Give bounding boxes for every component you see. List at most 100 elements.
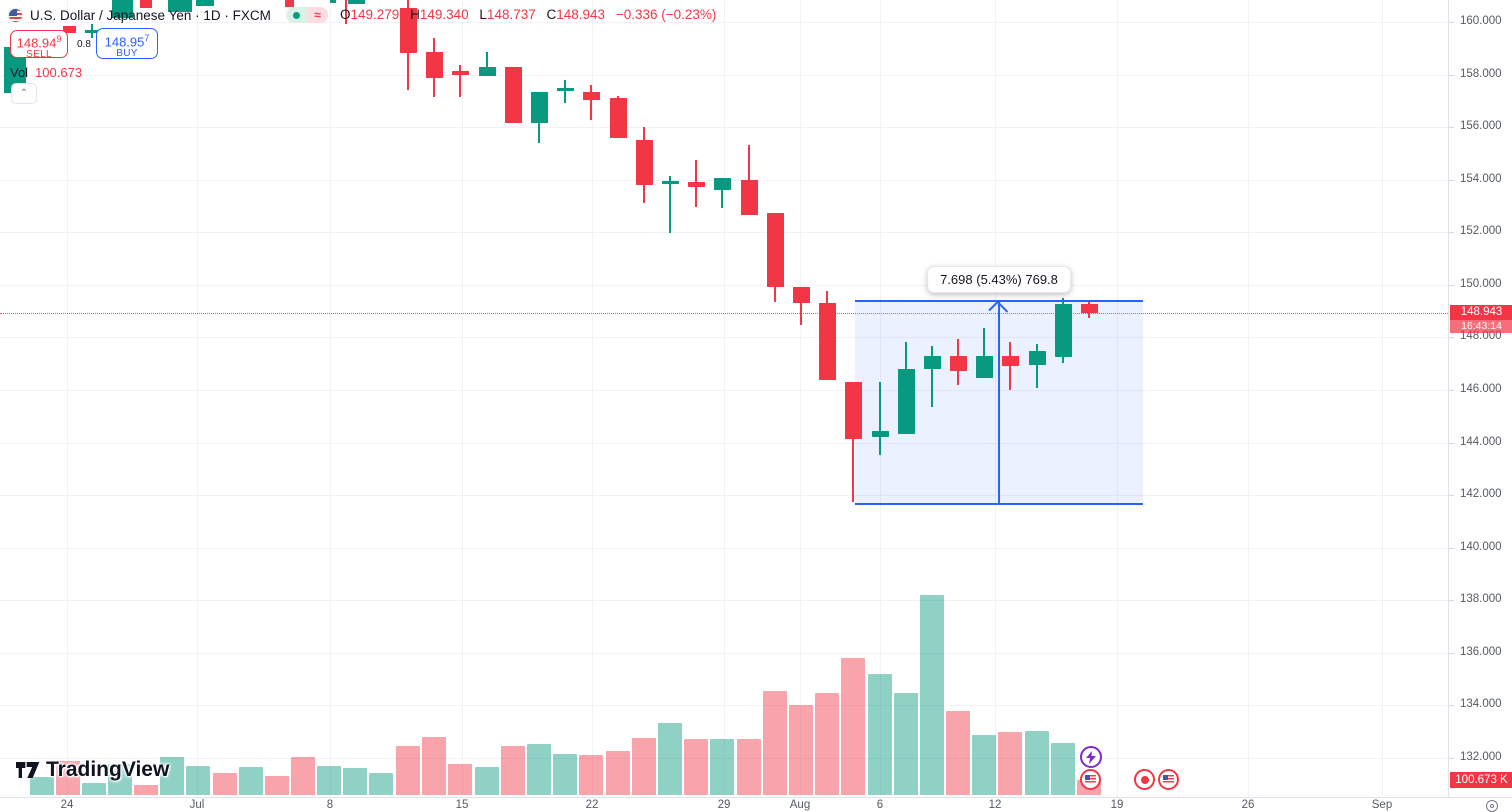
price-axis-tick [1449, 232, 1454, 234]
volume-bar [972, 735, 996, 795]
time-axis-label: Sep [1371, 799, 1393, 811]
chart-canvas[interactable] [0, 0, 1448, 797]
price-axis-tick [1449, 337, 1454, 339]
candle-up-wick [1036, 344, 1038, 389]
high-value: 149.340 [419, 7, 469, 22]
price-axis-label: 154.000 [1460, 172, 1502, 185]
volume-bar [317, 765, 341, 795]
economic-event-lightning-icon[interactable] [1080, 746, 1102, 768]
measure-arrow-line[interactable] [998, 301, 1000, 504]
candle-up [923, 356, 941, 369]
volume-bar [658, 723, 682, 795]
candle-up [713, 178, 731, 190]
price-axis-tick [1449, 22, 1454, 23]
time-axis-label: Jul [189, 799, 205, 811]
v-gridline [1248, 0, 1249, 797]
measure-box-bottom-edge[interactable] [855, 503, 1143, 505]
volume-bar [841, 658, 865, 795]
buy-label: BUY [116, 48, 138, 60]
volume-bar [239, 767, 263, 795]
time-axis-label: 29 [717, 799, 731, 811]
tradingview-logo-text: TradingView [46, 758, 170, 781]
candle-up [530, 91, 548, 123]
candle-up-wick [669, 176, 671, 233]
candle-up-wick [931, 346, 933, 408]
close-label: C [546, 7, 557, 22]
candle-up-wick [486, 52, 488, 76]
volume-bar [1025, 731, 1049, 795]
price-axis[interactable]: 148.943 16:43:14 100.673 K 160.000 158.00… [1448, 0, 1512, 797]
price-axis-tick [1449, 547, 1454, 549]
candle-down [504, 66, 522, 123]
price-axis-label: 136.000 [1460, 645, 1502, 658]
candle-up-wick [721, 178, 723, 209]
candle-down-wick [852, 382, 854, 502]
volume-bar [475, 767, 499, 795]
candle-down [818, 303, 836, 380]
market-status-dot-badge[interactable] [286, 7, 307, 23]
volume-bar [710, 739, 734, 795]
approx-data-badge[interactable]: ≈ [307, 7, 328, 23]
v-gridline [1117, 0, 1118, 797]
candle-down [1001, 356, 1019, 367]
candle-down-wick [800, 287, 802, 326]
tradingview-logo-icon [16, 762, 40, 778]
economic-event-dot-icon[interactable] [1134, 769, 1155, 790]
time-axis-label: 24 [60, 799, 74, 811]
candle-fragment [285, 0, 294, 7]
tradingview-watermark[interactable]: TradingView [16, 758, 169, 782]
price-axis-label: 150.000 [1460, 277, 1502, 290]
price-axis-label: 148.000 [1460, 330, 1502, 343]
symbol-title[interactable]: U.S. Dollar / Japanese Yen · 1D · FXCM [30, 7, 271, 23]
axis-settings-icon[interactable] [1486, 800, 1498, 812]
buy-button[interactable]: 148.957 BUY [96, 28, 158, 59]
ohlc-readout: O149.279 H149.340 L148.737 C148.943 −0.3… [340, 7, 716, 22]
current-price-line [0, 312, 1448, 314]
price-axis-label: 156.000 [1460, 120, 1502, 133]
us-economic-event-icon[interactable] [1080, 769, 1101, 790]
sell-button[interactable]: 148.949 SELL [10, 30, 68, 60]
status-badges[interactable]: ≈ [286, 7, 328, 23]
candle-up-wick [564, 80, 566, 103]
candle-down [451, 70, 469, 76]
candle-down [425, 52, 443, 78]
candle-fragment [345, 0, 347, 24]
volume-bar [1051, 743, 1075, 795]
time-axis[interactable]: 24 Jul 8 15 22 29 Aug 6 12 19 26 Sep [0, 797, 1512, 812]
volume-bar [56, 761, 80, 795]
volume-axis-tag: 100.673 K [1450, 772, 1512, 788]
price-axis-label: 144.000 [1460, 435, 1502, 448]
candle-fragment [348, 0, 365, 4]
buy-price: 148.957 [104, 33, 150, 50]
price-axis-label: 160.000 [1460, 15, 1502, 27]
candle-down [740, 180, 758, 215]
price-axis-label: 134.000 [1460, 698, 1502, 711]
price-axis-label: 132.000 [1460, 751, 1502, 763]
volume-bar [343, 768, 367, 795]
volume-bar [160, 757, 184, 795]
us-economic-event-icon[interactable] [1158, 769, 1179, 790]
collapse-pane-button[interactable]: ⌃ [11, 83, 37, 104]
open-label: O [340, 7, 351, 22]
volume-bar [501, 746, 525, 795]
candle-up [1028, 351, 1046, 365]
v-gridline [67, 0, 68, 797]
last-price-tag: 148.943 [1450, 305, 1512, 320]
v-gridline [724, 0, 725, 797]
measure-tooltip: 7.698 (5.43%) 769.8 [927, 266, 1071, 293]
candle-fragment [91, 24, 93, 38]
time-axis-label: 19 [1110, 799, 1124, 811]
lightning-bolt-icon [1086, 750, 1096, 764]
v-gridline [462, 0, 463, 797]
time-axis-label: 15 [455, 799, 469, 811]
volume-bar [30, 777, 54, 795]
price-axis-tick [1449, 600, 1454, 602]
candle-down-wick [748, 145, 750, 215]
candle-down [582, 91, 600, 100]
sell-price: 148.949 [16, 34, 62, 51]
time-axis-label: 8 [326, 799, 334, 811]
low-value: 148.737 [486, 7, 536, 22]
symbol-title-row[interactable]: U.S. Dollar / Japanese Yen · 1D · FXCM [8, 6, 271, 24]
time-axis-label: 26 [1241, 799, 1255, 811]
